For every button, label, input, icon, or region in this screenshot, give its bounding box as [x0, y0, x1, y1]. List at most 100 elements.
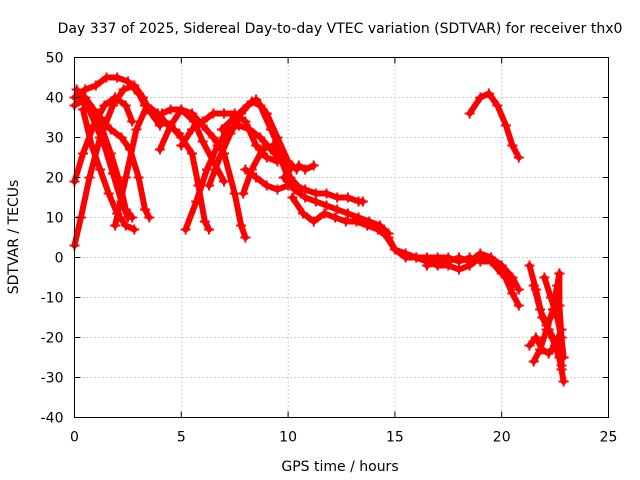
data-point [242, 100, 253, 111]
data-point [95, 112, 106, 123]
data-point [186, 124, 197, 135]
series-arc-20 [289, 180, 368, 207]
data-point [475, 248, 486, 259]
data-point [261, 180, 272, 191]
data-point [261, 152, 272, 163]
data-point [110, 220, 121, 231]
data-point [84, 172, 95, 183]
y-tick-label: 50 [46, 51, 64, 67]
data-point [530, 332, 541, 343]
data-point [78, 148, 89, 159]
data-point [214, 152, 225, 163]
data-point [204, 180, 215, 191]
data-point [507, 272, 518, 283]
data-point [550, 340, 561, 351]
data-point [120, 100, 131, 111]
data-point [78, 104, 89, 115]
series-trace [556, 270, 565, 373]
data-point [351, 216, 362, 227]
data-point [139, 204, 150, 215]
data-point [528, 356, 539, 367]
data-point [219, 176, 230, 187]
series-arc-18 [293, 160, 319, 175]
data-point [165, 120, 176, 131]
y-tick-label: 20 [46, 171, 64, 187]
data-point [372, 224, 383, 235]
data-point [257, 144, 268, 155]
data-point [310, 196, 321, 207]
data-point [110, 92, 121, 103]
data-point [298, 208, 309, 219]
data-point [287, 192, 298, 203]
data-point [500, 120, 511, 131]
data-point [340, 216, 351, 227]
data-point [208, 108, 219, 119]
data-point [103, 188, 114, 199]
data-point [189, 116, 200, 127]
data-point [154, 116, 165, 127]
data-point [539, 272, 550, 283]
data-point [268, 140, 279, 151]
data-point [483, 88, 494, 99]
data-point [321, 200, 332, 211]
data-point [289, 180, 300, 191]
data-point [272, 132, 283, 143]
data-point [219, 108, 230, 119]
data-point [278, 152, 289, 163]
data-point [554, 268, 565, 279]
y-tick-label: -10 [41, 291, 64, 307]
data-point [411, 252, 422, 263]
chart-title: Day 337 of 2025, Sidereal Day-to-day VTE… [58, 21, 623, 37]
data-point [475, 256, 486, 267]
data-point [357, 196, 368, 207]
tick-labels: 0 5 10 15 20 25 -40 -30 -20 -10 0 10 20 30 40 50 [41, 51, 618, 446]
data-point [208, 132, 219, 143]
data-point [278, 172, 289, 183]
data-point [535, 344, 546, 355]
data-point [537, 312, 548, 323]
data-point [165, 104, 176, 115]
data-point [244, 124, 255, 135]
data-point [556, 332, 567, 343]
data-point [122, 212, 133, 223]
y-tick-label: -30 [41, 371, 64, 387]
data-point [84, 100, 95, 111]
data-point [443, 252, 454, 263]
data-point [86, 140, 97, 151]
data-point [332, 204, 343, 215]
x-tick-label: 20 [493, 430, 511, 446]
data-point [186, 148, 197, 159]
data-point [105, 124, 116, 135]
data-point [362, 220, 373, 231]
y-tick-label: 10 [46, 211, 64, 227]
data-point [255, 132, 266, 143]
data-point [99, 100, 110, 111]
plot-frame [74, 57, 609, 418]
data-point [310, 188, 321, 199]
data-point [475, 92, 486, 103]
data-point [545, 292, 556, 303]
data-point [342, 192, 353, 203]
data-point [332, 192, 343, 203]
data-point [157, 108, 168, 119]
data-point [342, 208, 353, 219]
data-point [240, 164, 251, 175]
data-point [90, 80, 101, 91]
data-point [432, 252, 443, 263]
series-trace [156, 106, 249, 241]
data-point [300, 192, 311, 203]
data-point [120, 172, 131, 183]
x-tick-label: 5 [177, 430, 186, 446]
data-point [300, 164, 311, 175]
data-point [176, 140, 187, 151]
data-point [176, 104, 187, 115]
data-point [321, 188, 332, 199]
data-point [122, 76, 133, 87]
data-point [204, 224, 215, 235]
y-axis-label: SDTVAR / TECUs [6, 180, 22, 295]
data-point [513, 152, 524, 163]
data-point [201, 164, 212, 175]
data-point [240, 232, 251, 243]
data-point [513, 300, 524, 311]
data-point [330, 212, 341, 223]
